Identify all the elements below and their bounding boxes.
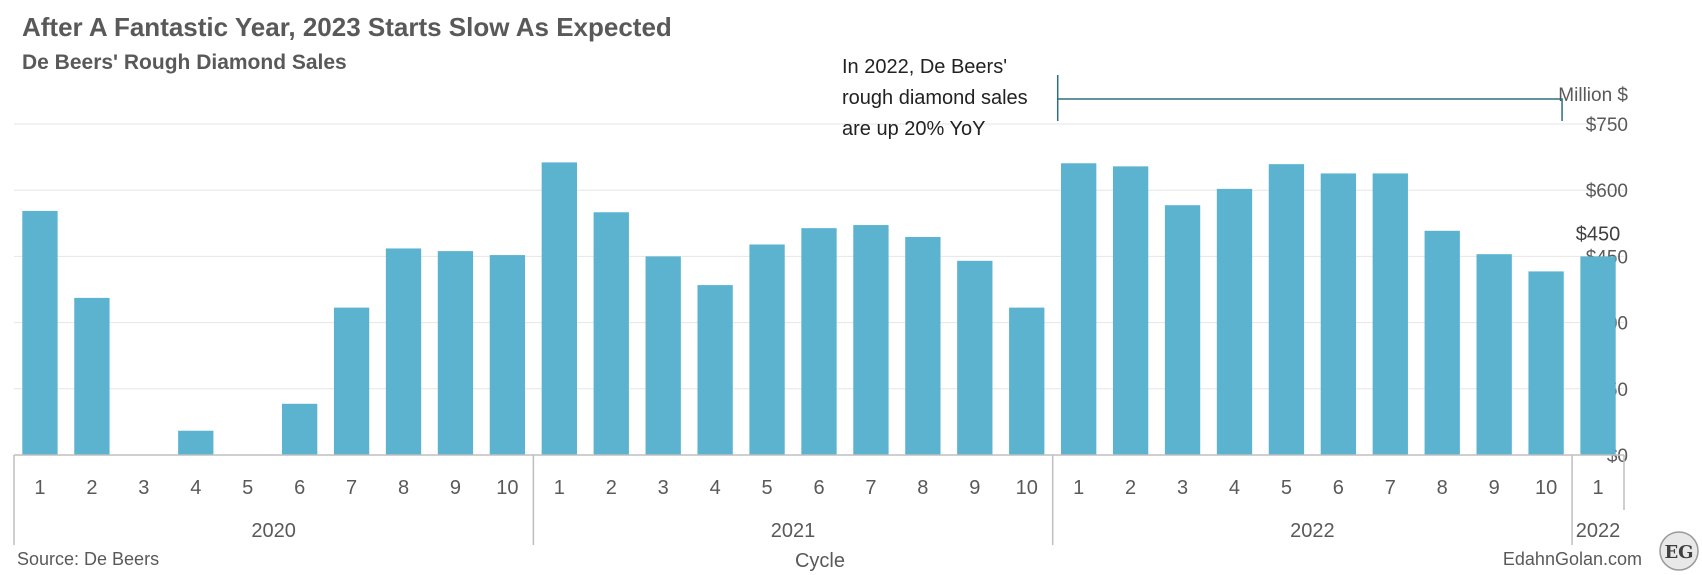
x-tick-label: 1 [1592, 477, 1603, 499]
logo-icon: EG [1659, 531, 1699, 571]
x-tick-label: 2 [1125, 477, 1136, 499]
x-group-label: 2021 [771, 520, 816, 542]
x-tick-label: 3 [138, 477, 149, 499]
bar [853, 225, 889, 455]
bar [489, 255, 526, 455]
x-tick-label: 1 [554, 477, 565, 499]
credit-note: EdahnGolan.com [1503, 549, 1642, 569]
annotation: In 2022, De Beers' rough diamond sales a… [842, 56, 1563, 140]
x-tick-label: 6 [294, 477, 305, 499]
bar [957, 260, 993, 455]
x-tick-label: 9 [1489, 477, 1500, 499]
y-tick-label: $600 [1586, 181, 1628, 202]
x-tick-label: 9 [969, 477, 980, 499]
bar [333, 307, 370, 455]
bar [1216, 188, 1253, 455]
data-label-last: $450 [1576, 223, 1621, 245]
x-tick-label: 3 [1177, 477, 1188, 499]
x-group-label: 2020 [251, 520, 296, 542]
bar [281, 403, 318, 455]
x-tick-label: 7 [865, 477, 876, 499]
bar [1320, 173, 1357, 456]
bar [22, 210, 58, 455]
bar [1164, 205, 1201, 455]
bar [385, 248, 422, 455]
bar [905, 236, 941, 455]
x-tick-label: 6 [813, 477, 824, 499]
x-tick-label: 8 [917, 477, 928, 499]
x-tick-label: 5 [1281, 477, 1292, 499]
bar [1009, 307, 1045, 455]
y-axis-label: Million $ [1558, 85, 1628, 106]
x-tick-label: 10 [1535, 477, 1557, 499]
x-tick-label: 9 [450, 477, 461, 499]
bar [697, 285, 733, 455]
bar [178, 430, 214, 455]
bar [1112, 166, 1149, 456]
x-tick-label: 10 [496, 477, 518, 499]
annotation-bracket [1056, 75, 1563, 121]
x-tick-label: 4 [190, 477, 201, 499]
bar [1528, 271, 1564, 455]
x-tick-label: 7 [346, 477, 357, 499]
x-tick-label: 4 [1229, 477, 1240, 499]
logo-text: EG [1664, 542, 1693, 563]
x-axis-title: Cycle [795, 550, 845, 572]
chart-subtitle: De Beers' Rough Diamond Sales [22, 51, 347, 74]
source-note: Source: De Beers [17, 549, 159, 569]
x-tick-label: 5 [762, 477, 773, 499]
x-tick-label: 2 [86, 477, 97, 499]
x-group-label: 2022 [1290, 520, 1335, 542]
x-tick-label: 1 [1073, 477, 1084, 499]
bar [593, 212, 629, 455]
x-tick-label: 8 [398, 477, 409, 499]
annotation-line-3: are up 20% YoY [842, 118, 985, 140]
annotation-line-2: rough diamond sales [842, 87, 1028, 109]
x-tick-label: 10 [1016, 477, 1038, 499]
x-axis-category-labels: 1 2 3 4 5 6 7 8 9 10 1 2 3 4 5 6 7 8 9 10 1 2 3 4 5 6 7 8 9 10 1 [34, 477, 1603, 499]
chart-title: After A Fantastic Year, 2023 Starts Slow… [22, 12, 672, 42]
y-tick-label: $750 [1586, 115, 1628, 136]
bar [1580, 256, 1616, 455]
x-tick-label: 1 [34, 477, 45, 499]
x-axis-group-labels: 2020 2021 2022 2022 [251, 520, 1620, 542]
x-group-label: 2022 [1576, 520, 1621, 542]
bar [74, 297, 110, 455]
bars [22, 162, 1616, 456]
x-tick-label: 2 [606, 477, 617, 499]
x-tick-label: 4 [710, 477, 721, 499]
bar [1476, 254, 1512, 455]
bar [645, 256, 681, 455]
bar [1268, 164, 1305, 456]
bar [1372, 173, 1408, 456]
annotation-line-1: In 2022, De Beers' [842, 56, 1007, 78]
x-tick-label: 5 [242, 477, 253, 499]
x-tick-label: 8 [1437, 477, 1448, 499]
bar [749, 244, 785, 455]
x-tick-label: 7 [1385, 477, 1396, 499]
bar [1061, 163, 1097, 455]
bar [437, 251, 474, 455]
x-tick-label: 3 [658, 477, 669, 499]
bar [541, 162, 577, 455]
bar [801, 228, 837, 455]
bar [1424, 230, 1460, 455]
x-tick-label: 6 [1333, 477, 1344, 499]
x-axis [13, 454, 1625, 545]
